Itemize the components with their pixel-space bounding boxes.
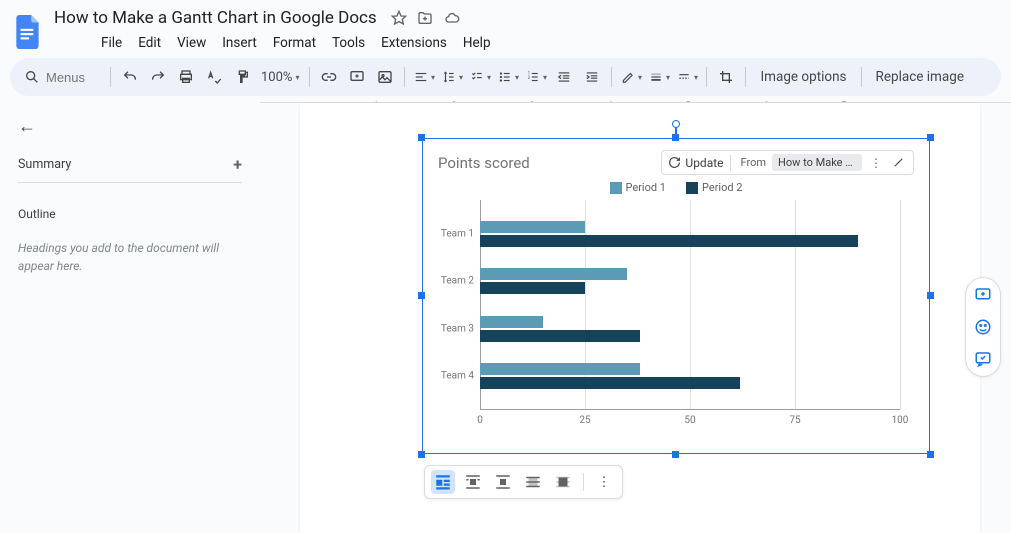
collab-pill: [965, 277, 1001, 377]
wrap-front-icon[interactable]: [551, 470, 575, 494]
insert-image-icon[interactable]: [372, 64, 398, 90]
menu-help[interactable]: Help: [456, 32, 498, 54]
search-input[interactable]: [46, 70, 96, 85]
resize-handle[interactable]: [418, 451, 425, 458]
wrap-text-icon[interactable]: [461, 470, 485, 494]
toolbar: 100% 12 Image options Replace image: [10, 58, 1001, 96]
menu-format[interactable]: Format: [266, 32, 323, 54]
resize-handle[interactable]: [672, 451, 679, 458]
menu-insert[interactable]: Insert: [215, 32, 264, 54]
menu-tools[interactable]: Tools: [325, 32, 372, 54]
border-weight-dropdown[interactable]: [646, 64, 672, 90]
redo-icon[interactable]: [145, 64, 171, 90]
document-title[interactable]: How to Make a Gantt Chart in Google Docs: [50, 6, 381, 30]
cloud-status-icon[interactable]: [443, 10, 461, 26]
undo-icon[interactable]: [117, 64, 143, 90]
back-arrow-icon[interactable]: ←: [18, 116, 36, 137]
wrap-break-icon[interactable]: [491, 470, 515, 494]
add-summary-icon[interactable]: +: [233, 155, 242, 174]
suggest-edits-icon[interactable]: [972, 348, 994, 370]
emoji-reaction-icon[interactable]: [972, 316, 994, 338]
menu-view[interactable]: View: [170, 32, 213, 54]
star-icon[interactable]: [391, 10, 407, 26]
checklist-dropdown[interactable]: [467, 64, 493, 90]
image-options-button[interactable]: Image options: [752, 69, 854, 85]
print-icon[interactable]: [173, 64, 199, 90]
paint-format-icon[interactable]: [229, 64, 255, 90]
indent-decrease-icon[interactable]: [551, 64, 577, 90]
image-wrap-toolbar: ⋮: [424, 465, 623, 499]
summary-label: Summary: [18, 157, 71, 172]
numbered-list-dropdown[interactable]: 12: [523, 64, 549, 90]
menu-file[interactable]: File: [94, 32, 129, 54]
add-comment-icon[interactable]: [344, 64, 370, 90]
docs-logo[interactable]: [14, 14, 42, 50]
menu-edit[interactable]: Edit: [131, 32, 168, 54]
rotate-handle[interactable]: [672, 120, 680, 128]
outline-placeholder: Headings you add to the document will ap…: [18, 239, 242, 275]
page: Points scored Update From How to Make a …: [300, 103, 980, 533]
border-dash-dropdown[interactable]: [674, 64, 700, 90]
document-canvas[interactable]: Points scored Update From How to Make a …: [260, 102, 1011, 504]
menubar: FileEditViewInsertFormatToolsExtensionsH…: [50, 30, 498, 58]
add-comment-pill-icon[interactable]: [972, 284, 994, 306]
line-spacing-dropdown[interactable]: [439, 64, 465, 90]
svg-text:2: 2: [528, 75, 531, 80]
resize-handle[interactable]: [672, 134, 679, 141]
wrap-inline-icon[interactable]: [431, 470, 455, 494]
bulleted-list-dropdown[interactable]: [495, 64, 521, 90]
resize-handle[interactable]: [418, 292, 425, 299]
chart-object-selected[interactable]: Points scored Update From How to Make a …: [422, 138, 930, 454]
outline-label: Outline: [18, 207, 242, 221]
border-color-dropdown[interactable]: [618, 64, 644, 90]
resize-handle[interactable]: [927, 451, 934, 458]
crop-icon[interactable]: [713, 64, 739, 90]
resize-handle[interactable]: [927, 292, 934, 299]
zoom-dropdown[interactable]: 100%: [257, 64, 303, 90]
spellcheck-icon[interactable]: [201, 64, 227, 90]
resize-handle[interactable]: [927, 134, 934, 141]
wrap-behind-icon[interactable]: [521, 470, 545, 494]
wrap-more-icon[interactable]: ⋮: [592, 470, 616, 494]
toolbar-search[interactable]: [18, 69, 104, 85]
menu-extensions[interactable]: Extensions: [374, 32, 454, 54]
insert-link-icon[interactable]: [316, 64, 342, 90]
replace-image-button[interactable]: Replace image: [868, 69, 972, 85]
outline-sidebar: ← Summary + Outline Headings you add to …: [0, 102, 260, 504]
move-icon[interactable]: [417, 10, 433, 26]
indent-increase-icon[interactable]: [579, 64, 605, 90]
resize-handle[interactable]: [418, 134, 425, 141]
align-dropdown[interactable]: [411, 64, 437, 90]
